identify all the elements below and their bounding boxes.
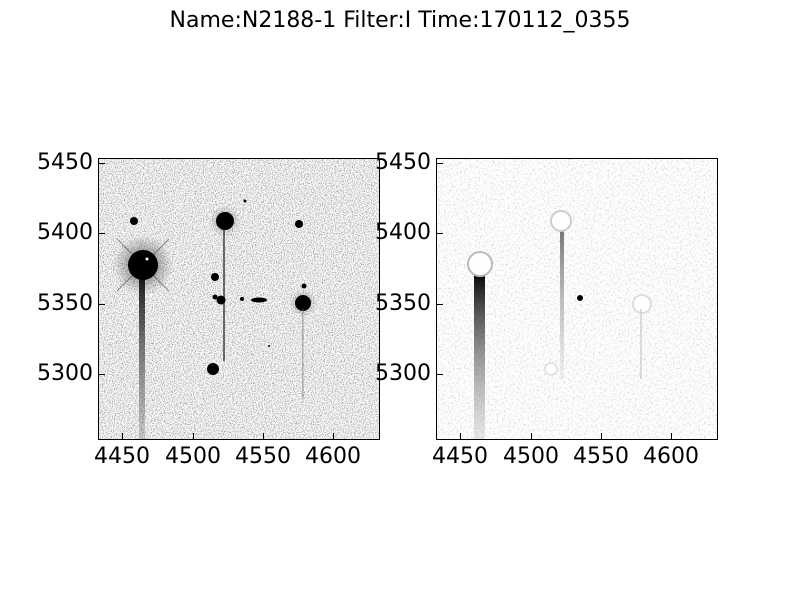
y-tickmark <box>99 233 105 234</box>
x-tick-label: 4450 <box>94 444 150 469</box>
x-tick-label: 4450 <box>432 444 488 469</box>
difference-image-panel <box>436 158 718 440</box>
y-tick-label: 5450 <box>375 150 431 175</box>
x-tick-label: 4550 <box>573 444 629 469</box>
y-tick-label: 5300 <box>37 361 93 386</box>
x-tickmark <box>263 433 264 439</box>
y-tickmark <box>437 304 443 305</box>
y-tick-label: 5450 <box>37 150 93 175</box>
y-tickmark <box>437 374 443 375</box>
x-tick-label: 4500 <box>503 444 559 469</box>
y-tick-label: 5350 <box>375 291 431 316</box>
y-tickmark <box>99 304 105 305</box>
y-tickmark <box>99 163 105 164</box>
figure-title: Name:N2188-1 Filter:I Time:170112_0355 <box>169 8 631 33</box>
y-tick-label: 5350 <box>37 291 93 316</box>
x-tickmark <box>193 433 194 439</box>
y-tickmark <box>437 163 443 164</box>
x-tickmark <box>531 433 532 439</box>
x-tick-label: 4600 <box>305 444 361 469</box>
y-tickmark <box>99 374 105 375</box>
science-image <box>99 159 379 439</box>
science-image-panel <box>98 158 380 440</box>
x-tickmark <box>333 433 334 439</box>
difference-image <box>437 159 717 439</box>
x-tickmark <box>671 433 672 439</box>
x-tickmark <box>601 433 602 439</box>
x-tickmark <box>122 433 123 439</box>
x-tickmark <box>460 433 461 439</box>
x-tick-label: 4550 <box>235 444 291 469</box>
x-tick-label: 4500 <box>165 444 221 469</box>
y-tick-label: 5300 <box>375 361 431 386</box>
y-tickmark <box>437 233 443 234</box>
x-tick-label: 4600 <box>643 444 699 469</box>
y-tick-label: 5400 <box>37 220 93 245</box>
y-tick-label: 5400 <box>375 220 431 245</box>
